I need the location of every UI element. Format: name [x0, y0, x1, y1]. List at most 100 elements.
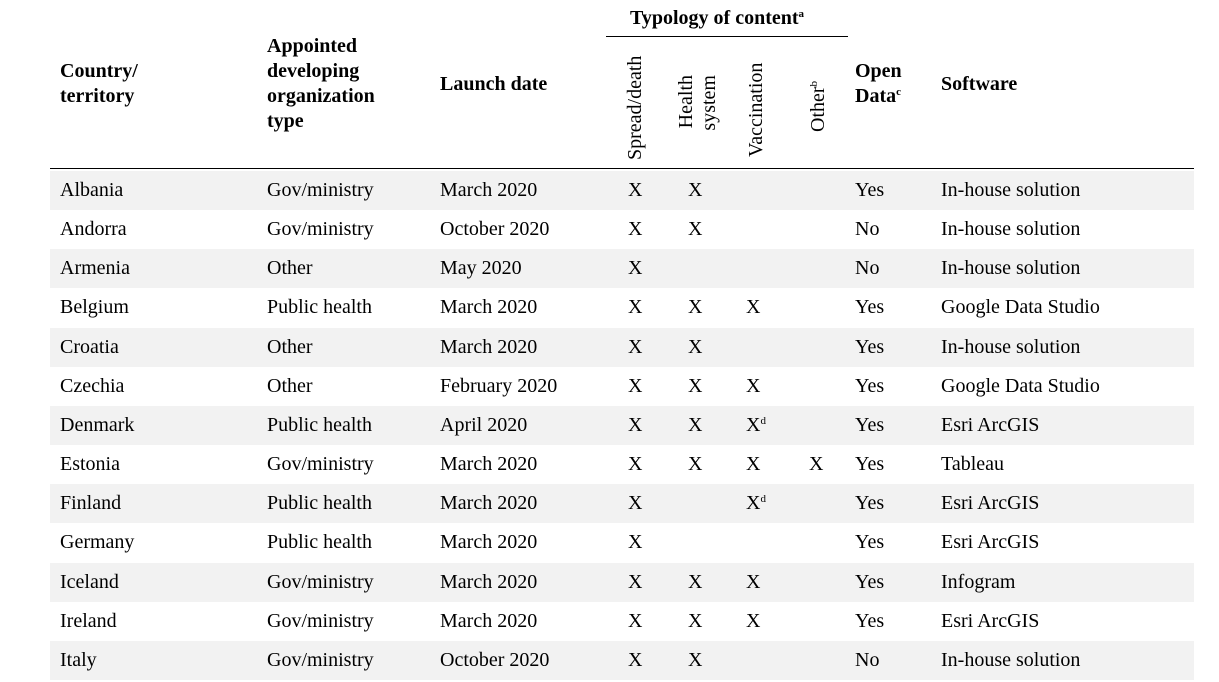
cell-country: Czechia [60, 367, 124, 406]
cell-launch-date: March 2020 [440, 328, 537, 367]
cell-open-data-text: Yes [855, 179, 885, 201]
cell-open-data: Yes [855, 445, 884, 484]
header-open-line-1: Open [855, 60, 902, 82]
cell-launch-date: October 2020 [440, 210, 549, 249]
cell-health-system: X [688, 328, 702, 367]
cell-health-system: X [688, 171, 702, 210]
cell-org-type-text: Gov/ministry [267, 179, 374, 201]
cell-org-type: Gov/ministry [267, 210, 374, 249]
cell-launch-date: April 2020 [440, 406, 527, 445]
cell-spread-death: X [628, 602, 642, 641]
cell-org-type: Public health [267, 288, 372, 327]
cell-health-system-text: X [688, 218, 703, 241]
cell-vaccination: X [746, 602, 760, 641]
cell-launch-date-text: March 2020 [440, 492, 538, 515]
cell-country-text: Denmark [60, 413, 135, 436]
cell-org-type-text: Public health [267, 531, 372, 554]
table-row: Iceland Gov/ministry March 2020 X X X Yes Infog… [50, 562, 1194, 602]
cell-launch-date: May 2020 [440, 249, 522, 288]
cell-spread-death: X [628, 249, 642, 288]
header-launch-date: Launch date [440, 72, 547, 97]
cell-health-system-text: X [688, 570, 703, 593]
cell-software-text: In-house solution [941, 257, 1081, 280]
cell-country-text: Iceland [60, 570, 119, 593]
cell-country-text: Armenia [60, 257, 130, 280]
cell-spread-death-text: X [628, 296, 643, 319]
cell-open-data: Yes [855, 602, 884, 641]
cell-spread-death-text: X [628, 531, 643, 554]
header-open-line-2: Data [855, 85, 897, 107]
typology-header: Typology of contenta [630, 6, 804, 31]
cell-software-text: Infogram [941, 570, 1016, 593]
header-org-line-3: organization [267, 85, 375, 107]
cell-software-text: Esri ArcGIS [941, 413, 1040, 436]
cell-vaccination: X [746, 288, 760, 327]
cell-org-type-text: Gov/ministry [267, 218, 374, 241]
cell-spread-death: X [628, 288, 642, 327]
cell-open-data-text: No [855, 218, 880, 241]
cell-launch-date: March 2020 [440, 602, 537, 641]
cell-spread-death-text: X [628, 453, 643, 476]
cell-software: Esri ArcGIS [941, 523, 1039, 562]
cell-software: Google Data Studio [941, 367, 1100, 406]
cell-health-system-text: X [688, 335, 703, 358]
cell-spread-death-text: X [628, 648, 643, 671]
cell-vaccination-text: X [746, 296, 761, 319]
cell-vaccination: Xd [746, 484, 766, 523]
cell-launch-date-text: February 2020 [440, 374, 558, 397]
cell-launch-date: March 2020 [440, 445, 537, 484]
cell-health-system: X [688, 445, 702, 484]
table-row: Albania Gov/ministry March 2020 X X Yes In-hou… [50, 171, 1194, 210]
header-health-line-2: system [698, 75, 720, 131]
header-launch-label: Launch date [440, 73, 548, 95]
cell-vaccination-text: X [746, 609, 761, 632]
cell-open-data-text: Yes [855, 296, 885, 319]
table-row: Denmark Public health April 2020 X X Xd Yes Esr… [50, 405, 1194, 445]
cell-org-type-text: Other [267, 257, 313, 280]
cell-open-data-text: Yes [855, 374, 885, 397]
cell-open-data: No [855, 210, 879, 249]
cell-open-data: Yes [855, 484, 884, 523]
cell-health-system: X [688, 210, 702, 249]
cell-country-text: Albania [60, 179, 124, 201]
cell-software-text: Esri ArcGIS [941, 492, 1040, 515]
header-vaccination-label: Vaccination [745, 62, 767, 157]
cell-launch-date-text: March 2020 [440, 570, 538, 593]
cell-open-data: Yes [855, 406, 884, 445]
cell-country-text: Belgium [60, 296, 129, 319]
cell-country: Croatia [60, 328, 119, 367]
header-spread-death: Spread/death [624, 56, 647, 160]
cell-open-data-text: Yes [855, 570, 885, 593]
cell-org-type: Public health [267, 523, 372, 562]
table-row: Italy Gov/ministry October 2020 X X No In-hous… [50, 640, 1194, 680]
cell-software: Esri ArcGIS [941, 484, 1039, 523]
header-health-line-1: Health [675, 75, 697, 129]
cell-software: Infogram [941, 563, 1015, 602]
cell-health-system: X [688, 602, 702, 641]
header-other-note: b [808, 80, 820, 87]
cell-country-text: Estonia [60, 453, 120, 476]
header-software: Software [941, 72, 1017, 97]
cell-vaccination-text: X [746, 570, 761, 593]
cell-spread-death-text: X [628, 179, 643, 201]
cell-spread-death: X [628, 367, 642, 406]
table-row: Germany Public health March 2020 X Yes Esri A… [50, 523, 1194, 562]
header-other-label: Other [807, 86, 829, 132]
cell-org-type-text: Gov/ministry [267, 609, 374, 632]
cell-launch-date: October 2020 [440, 641, 549, 680]
cell-spread-death-text: X [628, 492, 643, 515]
cell-org-type: Public health [267, 484, 372, 523]
table-row: Ireland Gov/ministry March 2020 X X X Yes Esri … [50, 602, 1194, 641]
cell-software-text: In-house solution [941, 218, 1081, 241]
cell-org-type-text: Other [267, 374, 313, 397]
cell-org-type-text: Other [267, 335, 313, 358]
cell-launch-date: February 2020 [440, 367, 557, 406]
cell-country-text: Andorra [60, 218, 127, 241]
header-country-line-2: territory [60, 85, 135, 107]
cell-org-type: Gov/ministry [267, 602, 374, 641]
cell-software-text: In-house solution [941, 648, 1081, 671]
header-other: Otherb [807, 81, 830, 132]
cell-spread-death: X [628, 445, 642, 484]
cell-launch-date-text: March 2020 [440, 179, 538, 201]
cell-org-type: Other [267, 367, 313, 406]
